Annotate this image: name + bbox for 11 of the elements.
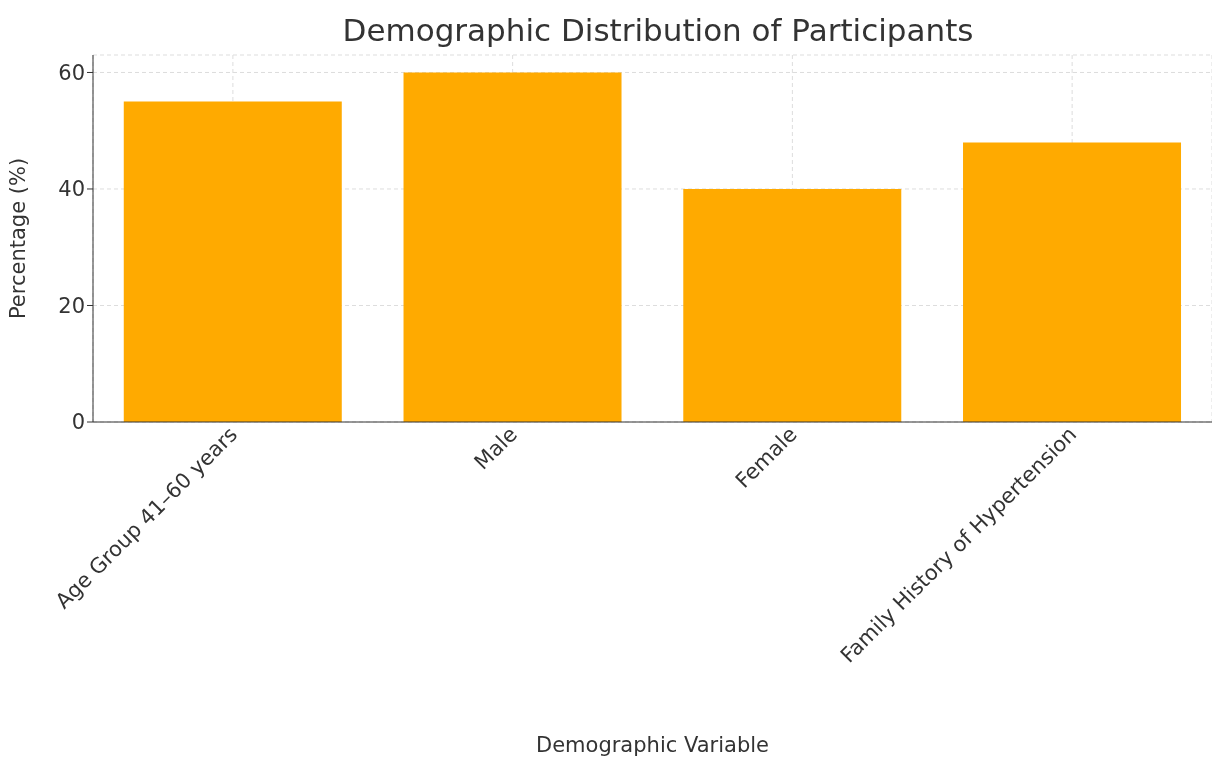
bar	[963, 142, 1182, 422]
y-tick-label: 20	[58, 293, 85, 318]
x-axis-title: Demographic Variable	[536, 733, 769, 757]
y-tick-label: 0	[71, 410, 85, 435]
bar	[683, 188, 902, 422]
bar	[403, 72, 622, 422]
chart-title: Demographic Distribution of Participants	[341, 12, 975, 48]
y-axis-title: Percentage (%)	[6, 157, 31, 320]
bar	[123, 101, 342, 422]
y-tick-label: 60	[58, 60, 85, 85]
y-tick-label: 40	[58, 177, 85, 202]
